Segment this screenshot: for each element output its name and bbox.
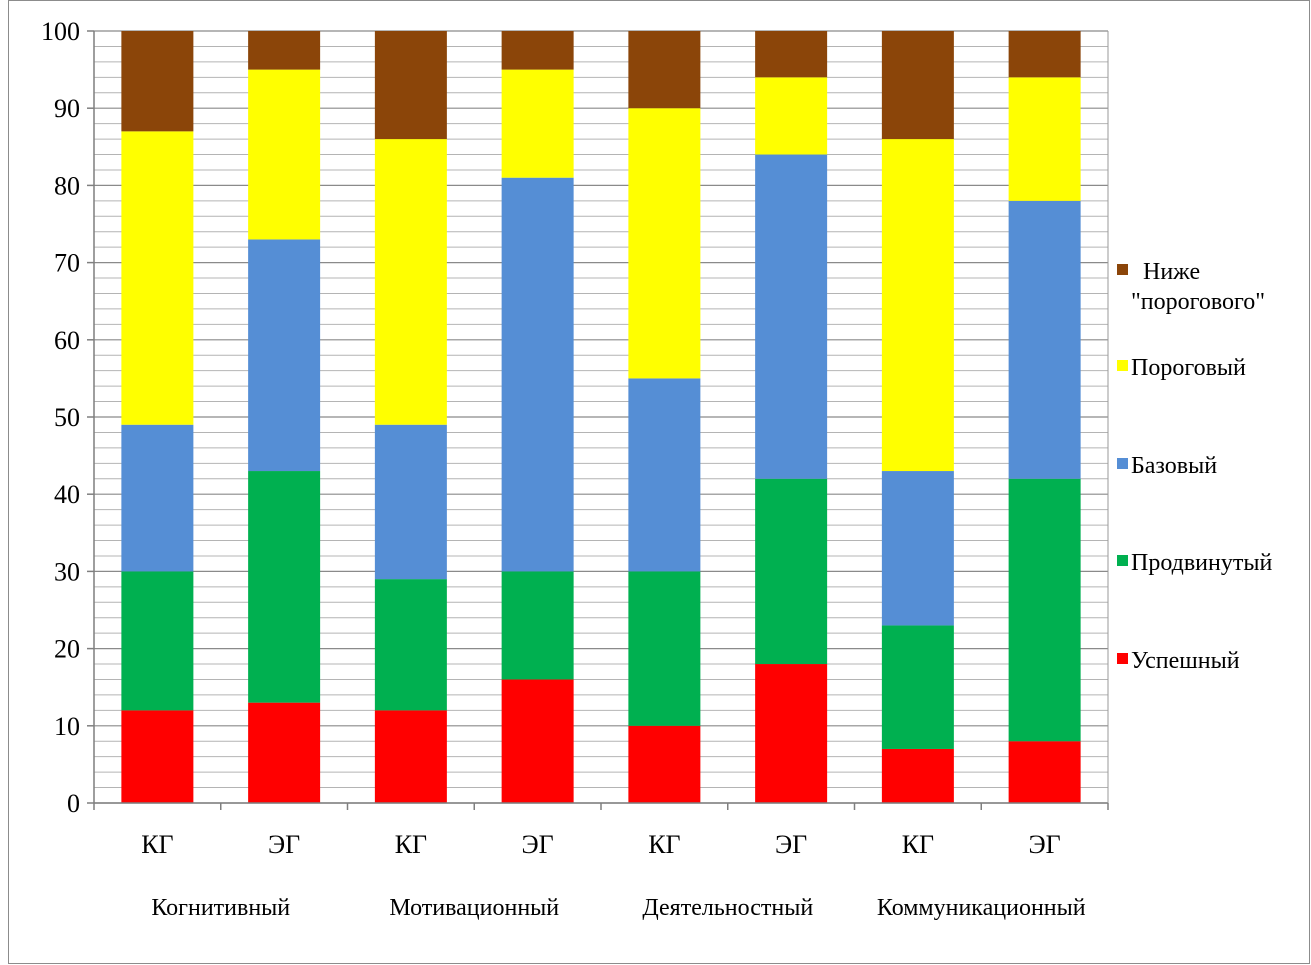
- y-tick-label: 0: [67, 789, 80, 818]
- bar-segment: [374, 139, 447, 425]
- axes: [87, 30, 1109, 810]
- bar-segment: [501, 31, 574, 70]
- bar-segment: [881, 139, 954, 472]
- bar-segment: [121, 131, 194, 425]
- bar-segment: [374, 710, 447, 803]
- y-tick-label: 50: [54, 403, 80, 432]
- x-tick-label: КГ: [648, 830, 680, 859]
- x-tick-label: КГ: [395, 830, 427, 859]
- bar-segment: [374, 31, 447, 140]
- bar-segment: [248, 31, 321, 70]
- legend-swatch: [1117, 653, 1128, 664]
- bar-segment: [248, 702, 321, 803]
- y-tick-label: 60: [54, 326, 80, 355]
- y-tick-label: 40: [54, 480, 80, 509]
- bar-segment: [755, 77, 828, 155]
- bars: [121, 31, 1081, 803]
- legend-label: Базовый: [1131, 453, 1217, 479]
- y-tick-label: 80: [54, 171, 80, 200]
- bar-segment: [755, 664, 828, 803]
- group-label: Деятельностный: [642, 895, 813, 921]
- bar-segment: [628, 571, 701, 726]
- x-tick-label: ЭГ: [268, 830, 300, 859]
- y-tick-label: 70: [54, 249, 80, 278]
- bar-segment: [628, 31, 701, 109]
- legend-swatch: [1117, 264, 1128, 275]
- bar-segment: [1008, 77, 1081, 201]
- legend-swatch: [1117, 555, 1128, 566]
- legend-swatch: [1117, 458, 1128, 469]
- group-label: Коммуникационный: [877, 895, 1086, 921]
- legend-label: Пороговый: [1131, 355, 1246, 381]
- x-tick-label: ЭГ: [1029, 830, 1061, 859]
- bar-segment: [881, 748, 954, 803]
- axis-labels: 0 10 20 30 40 50 60 70 80 90 100 КГ ЭГ КГ ЭГ КГ ЭГ КГ ЭГ Ко…: [41, 17, 1086, 921]
- bar-segment: [121, 571, 194, 711]
- bar-segment: [755, 154, 828, 479]
- legend-label: Успешный: [1131, 648, 1240, 674]
- bar-segment: [1008, 31, 1081, 78]
- y-tick-label: 100: [41, 17, 80, 46]
- bar-segment: [501, 69, 574, 178]
- y-tick-label: 10: [54, 712, 80, 741]
- bar-segment: [248, 239, 321, 472]
- bar-segment: [501, 571, 574, 680]
- bar-segment: [1008, 200, 1081, 479]
- bar-segment: [121, 31, 194, 132]
- group-label: Когнитивный: [151, 895, 290, 921]
- y-tick-label: 30: [54, 557, 80, 586]
- bar-segment: [628, 725, 701, 803]
- legend-label: Продвинутый: [1131, 550, 1272, 576]
- gridlines: [94, 30, 1108, 804]
- legend-label: Ниже: [1143, 259, 1200, 285]
- y-tick-label: 20: [54, 635, 80, 664]
- legend-swatch: [1117, 360, 1128, 371]
- x-tick-label: ЭГ: [522, 830, 554, 859]
- bar-segment: [1008, 741, 1081, 803]
- bar-segment: [628, 378, 701, 572]
- bar-segment: [501, 177, 574, 572]
- bar-segment: [374, 579, 447, 711]
- bar-segment: [248, 69, 321, 240]
- bar-segment: [881, 31, 954, 140]
- bar-segment: [881, 625, 954, 749]
- x-tick-label: ЭГ: [775, 830, 807, 859]
- x-tick-label: КГ: [141, 830, 173, 859]
- legend-label: "порогового": [1131, 289, 1265, 315]
- bar-segment: [881, 471, 954, 626]
- bar-segment: [121, 424, 194, 572]
- bar-segment: [501, 679, 574, 803]
- chart-frame: [8, 0, 1310, 964]
- bar-segment: [121, 710, 194, 803]
- bar-segment: [755, 31, 828, 78]
- legend: Ниже "порогового" Пороговый Базовый Продвину…: [1117, 259, 1272, 674]
- y-tick-label: 90: [54, 94, 80, 123]
- bar-segment: [1008, 478, 1081, 742]
- x-tick-label: КГ: [902, 830, 934, 859]
- group-label: Мотивационный: [389, 895, 559, 921]
- bar-segment: [248, 471, 321, 703]
- bar-segment: [628, 108, 701, 379]
- bar-segment: [374, 424, 447, 580]
- bar-segment: [755, 478, 828, 665]
